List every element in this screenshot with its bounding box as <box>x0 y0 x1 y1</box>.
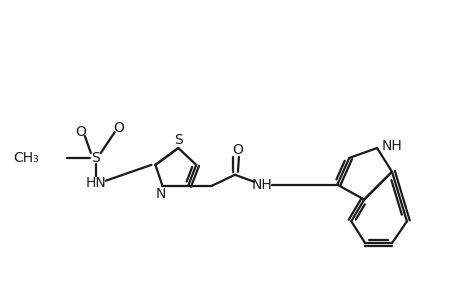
Text: S: S <box>91 151 100 165</box>
Text: O: O <box>232 143 243 157</box>
Text: S: S <box>174 133 182 147</box>
Text: NH: NH <box>381 139 402 153</box>
Text: N: N <box>155 187 165 201</box>
Text: CH₃: CH₃ <box>13 151 39 165</box>
Text: NH: NH <box>251 178 272 192</box>
Text: O: O <box>113 121 124 135</box>
Text: HN: HN <box>85 176 106 190</box>
Text: O: O <box>75 125 86 139</box>
